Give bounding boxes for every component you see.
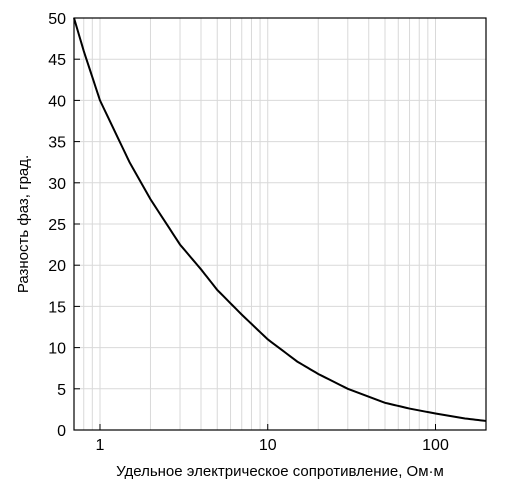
y-tick-label: 35	[48, 135, 66, 152]
x-tick-label: 100	[422, 437, 449, 454]
grid	[73, 17, 487, 431]
y-tick-label: 5	[57, 382, 66, 399]
y-tick-label: 10	[48, 341, 66, 358]
x-tick-label: 10	[259, 437, 277, 454]
y-tick-label: 25	[48, 217, 66, 234]
y-axis-label: Разность фаз, град.	[15, 155, 32, 293]
x-tick-label: 1	[96, 437, 105, 454]
y-tick-label: 50	[48, 11, 66, 28]
y-tick-label: 20	[48, 258, 66, 275]
phase-difference-curve	[73, 17, 487, 422]
y-tick-label: 45	[48, 52, 66, 69]
x-axis-label: Удельное электрическое сопротивление, Ом…	[116, 463, 444, 480]
y-tick-label: 0	[57, 423, 66, 440]
y-tick-label: 15	[48, 299, 66, 316]
y-tick-label: 40	[48, 93, 66, 110]
ticks: 1 10 100 0 5 10 15 20 25 30 35 40 45 50	[48, 11, 449, 454]
y-tick-label: 30	[48, 176, 66, 193]
curve-layer	[73, 17, 487, 422]
